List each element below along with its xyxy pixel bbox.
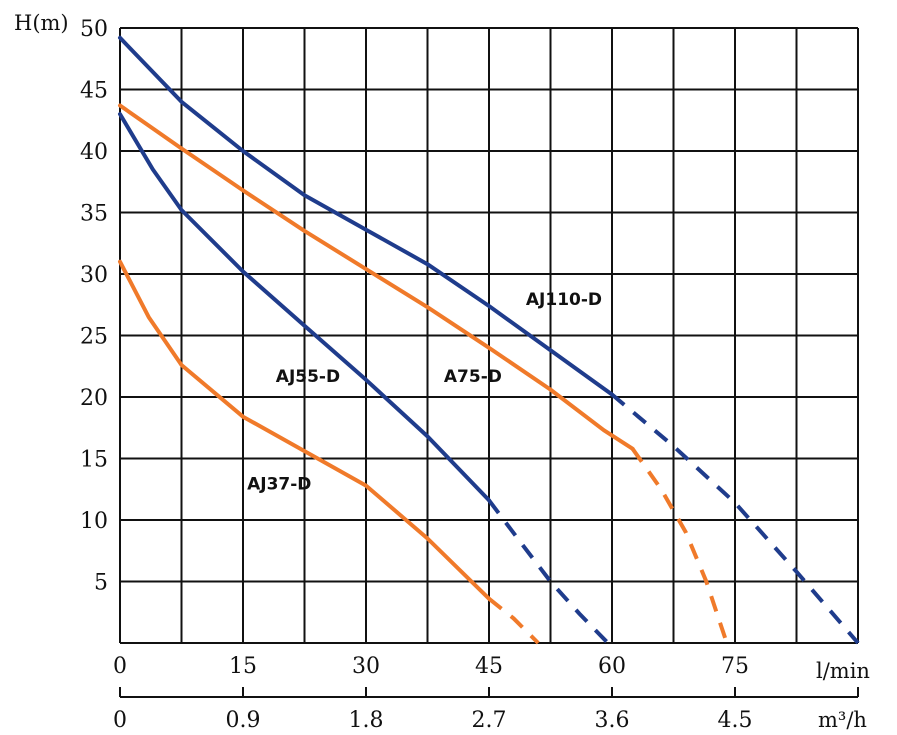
y-tick-label: 15 <box>80 448 108 473</box>
series-line-solid <box>118 112 491 503</box>
chart-curves <box>118 35 860 645</box>
y-tick-label: 5 <box>94 571 108 596</box>
x-axis-label-lmin: l/min <box>816 659 870 683</box>
y-tick-label: 35 <box>80 202 108 227</box>
chart-grid <box>119 27 859 698</box>
series-label: AJ37-D <box>247 474 311 494</box>
y-tick-label: 30 <box>80 263 108 288</box>
x-tick-label: 75 <box>721 654 749 679</box>
x-tick-label: 0 <box>113 654 127 679</box>
x2-tick-label: 3.6 <box>595 708 630 733</box>
series-line-solid <box>118 259 491 601</box>
x-tick-label: 45 <box>475 654 503 679</box>
x2-tick-label: 0.9 <box>226 708 261 733</box>
x2-tick-label: 2.7 <box>472 708 507 733</box>
x-axis-label-m3h: m³/h <box>818 708 867 732</box>
x-tick-label: 60 <box>598 654 626 679</box>
x2-tick-label: 0 <box>113 708 127 733</box>
y-tick-label: 20 <box>80 386 108 411</box>
y-tick-label: 45 <box>80 79 108 104</box>
series-label: AJ55-D <box>276 367 340 387</box>
series-line-dashed <box>487 597 540 645</box>
x2-tick-label: 4.5 <box>718 708 753 733</box>
y-tick-label: 10 <box>80 509 108 534</box>
y-tick-label: 40 <box>80 140 108 165</box>
series-line-solid <box>118 103 635 451</box>
series-label: A75-D <box>444 367 502 387</box>
y-axis-label: H(m) <box>14 11 69 35</box>
x-tick-label: 30 <box>352 654 380 679</box>
chart-series-labels: AJ110-D A75-D AJ55-D AJ37-D <box>247 290 602 495</box>
series-line-dashed <box>487 499 610 645</box>
series-line-solid <box>118 35 614 397</box>
x-tick-label: 15 <box>229 654 257 679</box>
x2-tick-label: 1.8 <box>349 708 384 733</box>
series-line-dashed <box>630 447 729 644</box>
series-label: AJ110-D <box>526 290 602 310</box>
y-tick-label: 25 <box>80 325 108 350</box>
series-line-dashed <box>610 392 860 645</box>
y-tick-label: 50 <box>80 17 108 42</box>
